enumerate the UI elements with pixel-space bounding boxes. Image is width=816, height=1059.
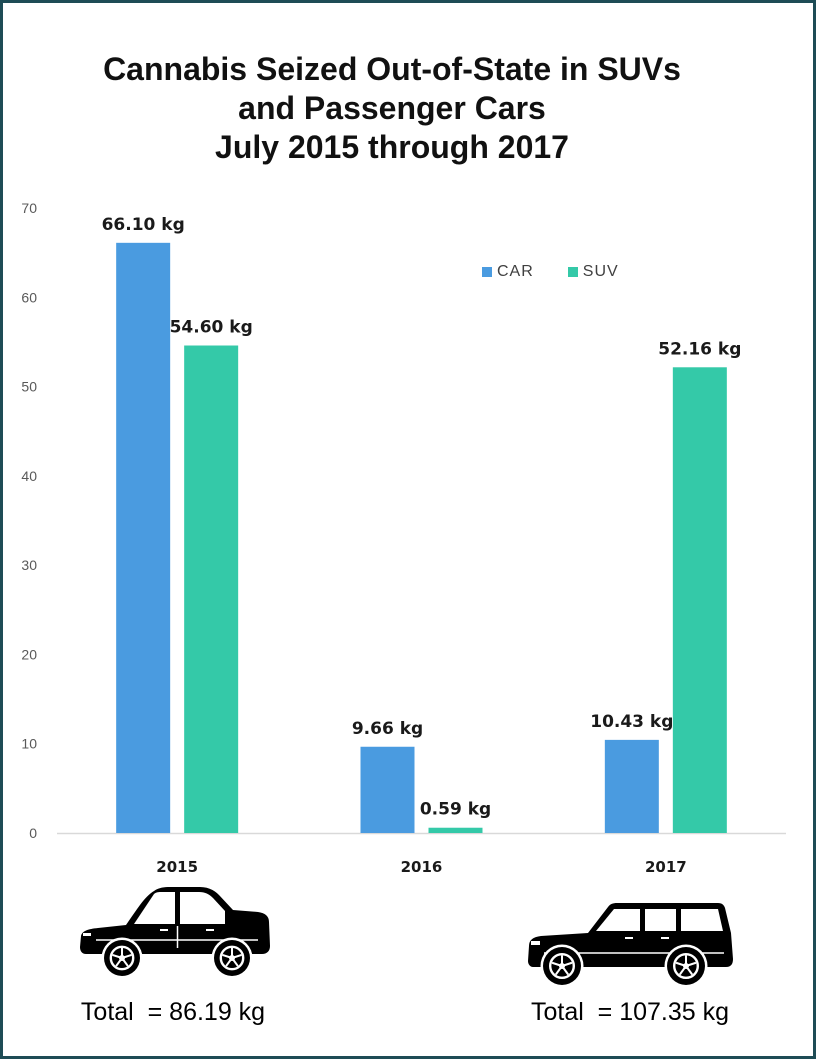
y-tick-label-30: 30	[21, 557, 37, 573]
x-category-label-2015: 2015	[156, 858, 198, 876]
legend-item-suv: SUV	[567, 262, 619, 282]
sedan-door-handle	[160, 929, 168, 931]
data-label-suv-2017: 52.16 kg	[658, 339, 741, 359]
total-suv: Total = 107.35 kg	[530, 998, 730, 1026]
sedan-front-wheel	[101, 937, 143, 978]
bar-suv-2015	[184, 345, 239, 833]
legend-label-suv: SUV	[582, 263, 619, 280]
legend-item-car: CAR	[482, 262, 534, 282]
x-category-label-2017: 2017	[645, 858, 687, 876]
sedan-rear-window	[180, 892, 225, 924]
bar-car-2015	[116, 242, 171, 834]
y-tick-label-40: 40	[21, 468, 37, 484]
chart-title: Cannabis Seized Out-of-State in SUVs and…	[0, 50, 784, 167]
y-tick-label-60: 60	[21, 289, 37, 305]
legend-label-car: CAR	[497, 263, 534, 280]
suv-front-window	[596, 909, 640, 931]
y-tick-label-0: 0	[29, 825, 37, 841]
suv-door-handle	[661, 937, 669, 939]
suv-door-handle	[625, 937, 633, 939]
y-tick-label-70: 70	[21, 200, 37, 216]
x-category-label-2016: 2016	[401, 858, 443, 876]
suv-front-wheel	[540, 944, 584, 987]
legend-swatch-suv	[567, 267, 578, 277]
suv-icon	[528, 903, 733, 987]
legend-swatch-car	[482, 267, 492, 277]
title-line-3: July 2015 through 2017	[215, 129, 569, 165]
bar-suv-2016	[428, 827, 483, 833]
sedan-rear-wheel	[211, 937, 253, 978]
suv-middle-window	[645, 909, 676, 931]
sedan-front-window	[134, 892, 175, 924]
data-label-suv-2015: 54.60 kg	[170, 318, 253, 338]
bar-suv-2017	[672, 367, 727, 833]
y-tick-label-50: 50	[21, 379, 37, 395]
sedan-headlight	[83, 933, 91, 936]
data-label-suv-2016: 0.59 kg	[420, 800, 491, 820]
chart-legend: CAR SUV	[482, 262, 619, 282]
data-label-car-2017: 10.43 kg	[590, 712, 673, 732]
title-line-2: and Passenger Cars	[238, 90, 546, 126]
data-label-car-2015: 66.10 kg	[102, 215, 185, 235]
sedan-car-icon	[80, 887, 270, 978]
sedan-door-handle	[206, 929, 214, 931]
y-tick-label-10: 10	[21, 736, 37, 752]
bar-car-2017	[604, 739, 659, 833]
suv-rear-wheel	[664, 944, 708, 987]
total-car: Total = 86.19 kg	[80, 998, 266, 1026]
bar-chart: 0 10 20 30 40 50 60 70 66.10 kg 54.60 kg 2015 9.66 …	[21, 200, 786, 876]
suv-headlight	[531, 941, 540, 945]
suv-rear-window	[681, 909, 723, 931]
data-label-car-2016: 9.66 kg	[352, 719, 423, 739]
title-line-1: Cannabis Seized Out-of-State in SUVs	[103, 51, 681, 87]
y-tick-label-20: 20	[21, 646, 37, 662]
bar-car-2016	[360, 746, 415, 833]
